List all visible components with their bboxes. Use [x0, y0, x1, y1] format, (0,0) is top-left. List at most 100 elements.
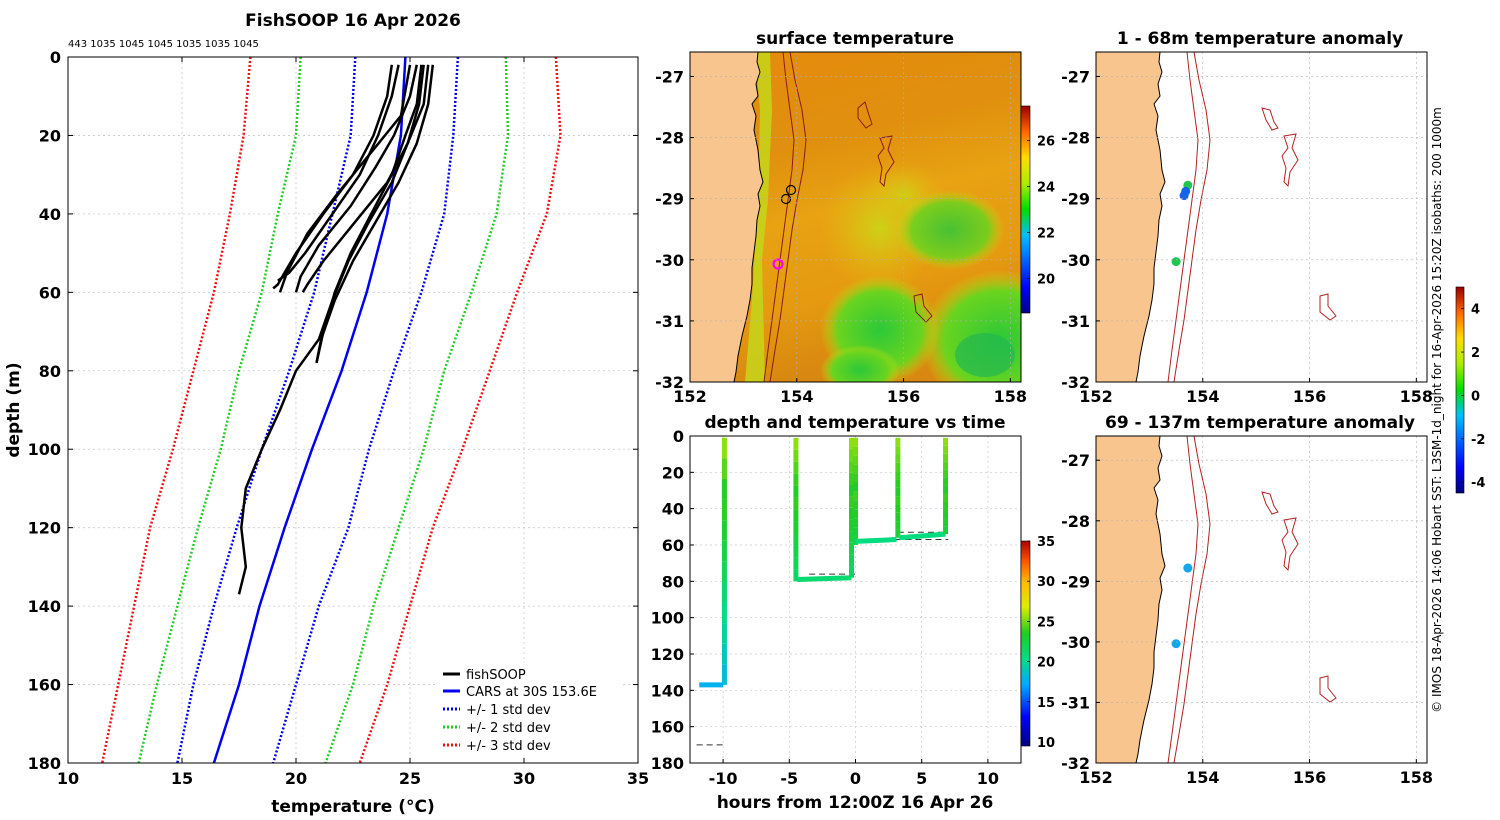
depth-time-colorbar-tick-label: 25	[1037, 615, 1055, 630]
legend-label-fishsoop: fishSOOP	[466, 668, 526, 683]
legend-label-sd3: +/- 3 std dev	[466, 739, 551, 754]
profile-ytick-label: 60	[39, 283, 61, 302]
depth-time-xtick-label: 5	[916, 769, 927, 788]
depth-time-bottom-segment	[797, 575, 852, 583]
profile-ytick-label: 160	[28, 676, 61, 695]
depth-time-ytick-label: 40	[662, 500, 684, 519]
profile-sd3-line	[358, 56, 562, 764]
anomaly-deep-ytick-label: -31	[1061, 693, 1090, 712]
profile-fishsoop-line	[315, 64, 435, 364]
profile-ytick-label: 140	[28, 597, 61, 616]
anomaly-deep-axes-box	[1095, 435, 1428, 764]
profile-ylabel: depth (m)	[4, 362, 24, 457]
sst-colorbar-tick-label: 20	[1037, 273, 1055, 288]
depth-time-xtick-label: 10	[977, 769, 999, 788]
depth-time-ytick-label: 80	[662, 572, 684, 591]
anomaly-deep-xtick-label: 154	[1186, 768, 1219, 787]
sst-ytick-label: -30	[655, 251, 684, 270]
profile-axes-box	[67, 56, 639, 764]
anomaly-shallow-point	[1179, 191, 1189, 201]
anomaly-shallow-ytick-label: -31	[1061, 312, 1090, 331]
sst-colorbar-tick-label: 24	[1037, 181, 1055, 196]
profile-xtick-label: 20	[285, 769, 307, 788]
depth-time-ytick-label: 120	[651, 645, 684, 664]
anomaly-shallow-xtick-label: 158	[1400, 387, 1433, 406]
sst-marker-1	[785, 184, 797, 196]
depth-time-bottom-segment	[855, 537, 897, 544]
sst-land	[690, 52, 764, 382]
anomaly-deep-ytick-label: -28	[1061, 512, 1090, 531]
sst-ytick-label: -27	[655, 67, 684, 86]
profile-ytick-label: 0	[50, 48, 61, 67]
anomaly-shallow-ytick-label: -27	[1061, 67, 1090, 86]
profile-top-note: 443 1035 1045 1045 1035 1035 1045	[68, 39, 259, 50]
anomaly-deep-point	[1171, 639, 1181, 649]
depth-time-ytick-label: 160	[651, 718, 684, 737]
sst-ytick-label: -29	[655, 190, 684, 209]
profile-fishsoop-line	[277, 64, 400, 282]
anomaly-shallow-xtick-label: 152	[1079, 387, 1112, 406]
depth-time-ytick-label: 100	[651, 609, 684, 628]
anomaly-shallow-ytick-label: -28	[1061, 129, 1090, 148]
anomaly-deep-land	[1096, 436, 1166, 763]
anomaly-deep-ytick-label: -32	[1061, 754, 1090, 773]
profile-ytick-label: 180	[28, 754, 61, 773]
anomaly-shallow-xtick-label: 156	[1293, 387, 1326, 406]
sst-title: surface temperature	[756, 29, 954, 49]
depth-time-xtick-label: -5	[780, 769, 798, 788]
depth-time-title: depth and temperature vs time	[705, 413, 1006, 433]
profile-ytick-label: 40	[39, 205, 61, 224]
profile-series	[100, 56, 562, 764]
sst-ytick-label: -28	[655, 129, 684, 148]
profile-ytick-label: 80	[39, 362, 61, 381]
sst-xtick-label: 152	[673, 387, 706, 406]
anomaly-shallow-point	[1171, 257, 1181, 267]
profile-xlabel: temperature (°C)	[271, 797, 435, 817]
anomaly-shallow-ytick-label: -32	[1061, 373, 1090, 392]
depth-time-ytick-label: 60	[662, 536, 684, 555]
sst-map: surface temperature 152 154 156 158 -32	[655, 29, 1055, 406]
anomaly-colorbar-tick-label: 0	[1471, 389, 1480, 404]
profile-fishsoop-line	[294, 64, 419, 293]
profile-sd2-line	[137, 56, 302, 764]
anomaly-colorbar	[1455, 286, 1465, 494]
anomaly-deep-xtick-label: 158	[1400, 768, 1433, 787]
depth-time-colorbar-tick-label: 10	[1037, 736, 1055, 751]
anomaly-deep-ytick-label: -27	[1061, 451, 1090, 470]
anomaly-deep-ytick-label: -29	[1061, 572, 1090, 591]
depth-time-xtick-label: -10	[709, 769, 738, 788]
profile-xtick-label: 15	[171, 769, 193, 788]
profile-fishsoop-line	[272, 64, 394, 290]
anomaly-map-deep: 69 - 137m temperature anomaly 152 154 156 1…	[1061, 413, 1433, 787]
profile-fishsoop-line	[237, 64, 425, 595]
sst-ticks: 152 154 156 158 -32 -31 -30 -29 -28 -27	[655, 67, 1027, 406]
anomaly-shallow-ytick-label: -30	[1061, 251, 1090, 270]
profile-chart: FishSOOP 16 Apr 2026 443 1035 1045 1045 …	[4, 11, 649, 817]
depth-time-colorbar-ticks: 10 15 20 25 30 35	[1027, 535, 1055, 751]
sst-ytick-label: -31	[655, 312, 684, 331]
depth-time-series	[696, 437, 949, 746]
sst-ytick-label: -32	[655, 373, 684, 392]
profile-legend: fishSOOP CARS at 30S 153.6E +/- 1 std de…	[437, 663, 621, 757]
sst-field	[690, 52, 1021, 382]
anomaly-colorbar-tick-label: -2	[1471, 433, 1485, 448]
legend-label-cars: CARS at 30S 153.6E	[466, 685, 597, 700]
depth-time-xtick-label: 0	[850, 769, 861, 788]
anomaly-colorbar-tick-label: 4	[1471, 303, 1480, 318]
depth-time-colorbar-tick-label: 20	[1037, 656, 1055, 671]
depth-time-ytick-label: 0	[673, 427, 684, 446]
anomaly-deep-title: 69 - 137m temperature anomaly	[1105, 413, 1415, 433]
anomaly-deep-point	[1183, 563, 1193, 573]
profile-xtick-label: 25	[399, 769, 421, 788]
anomaly-deep-ytick-label: -30	[1061, 633, 1090, 652]
depth-time-colorbar-tick-label: 30	[1037, 575, 1055, 590]
depth-time-colorbar	[1020, 540, 1031, 747]
sst-xtick-label: 158	[994, 387, 1027, 406]
profile-sd2-line	[324, 56, 510, 764]
depth-time-colorbar-tick-label: 15	[1037, 696, 1055, 711]
sst-colorbar-tick-label: 26	[1037, 135, 1055, 150]
anomaly-map-shallow: 1 - 68m temperature anomaly 152 154 156 158…	[1061, 29, 1433, 406]
depth-time-ytick-label: 20	[662, 463, 684, 482]
